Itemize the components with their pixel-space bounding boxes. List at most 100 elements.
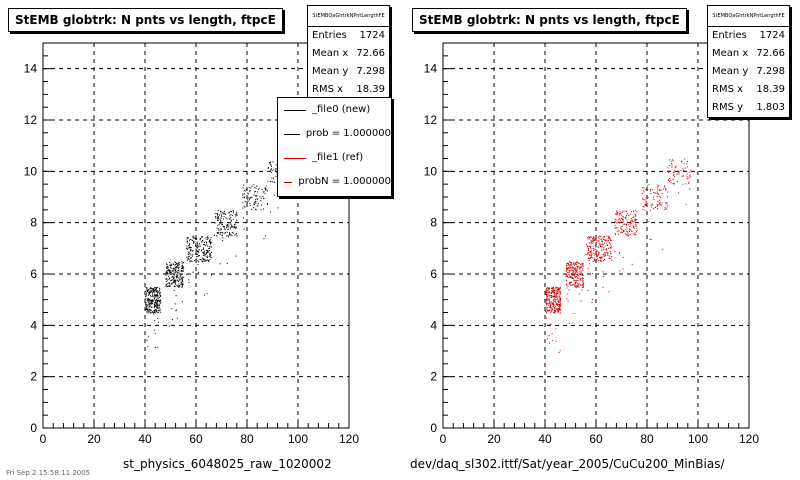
scatter-point xyxy=(206,238,208,240)
scatter-point xyxy=(557,307,559,309)
scatter-point xyxy=(588,260,590,262)
right-plot-title: StEMB globtrk: N pnts vs length, ftpcE xyxy=(412,8,687,32)
scatter-point xyxy=(150,302,152,304)
scatter-point xyxy=(571,284,573,286)
scatter-point xyxy=(617,227,619,229)
scatter-point xyxy=(207,250,209,252)
scatter-point xyxy=(666,196,668,198)
scatter-point xyxy=(622,216,624,218)
y-tick-label: 14 xyxy=(424,62,438,76)
scatter-point xyxy=(154,305,156,307)
scatter-point xyxy=(589,263,591,265)
right-stats-row: Mean x 72.66 xyxy=(708,45,789,63)
scatter-point xyxy=(177,270,179,272)
scatter-point xyxy=(168,285,170,287)
scatter-point xyxy=(593,252,595,254)
scatter-point xyxy=(153,311,155,313)
scatter-point xyxy=(205,237,207,239)
scatter-point xyxy=(172,282,174,284)
scatter-point xyxy=(146,305,148,307)
scatter-point xyxy=(590,250,592,252)
scatter-point xyxy=(151,311,153,313)
scatter-point xyxy=(608,247,610,249)
scatter-point xyxy=(560,309,562,311)
scatter-point xyxy=(547,310,549,312)
scatter-point xyxy=(175,309,177,311)
scatter-point xyxy=(665,189,667,191)
scatter-point xyxy=(590,255,592,257)
scatter-point xyxy=(609,239,611,241)
scatter-point xyxy=(582,279,584,281)
scatter-point xyxy=(621,221,623,223)
scatter-point xyxy=(181,286,183,288)
scatter-point xyxy=(154,294,156,296)
scatter-point xyxy=(187,251,189,253)
scatter-point xyxy=(190,248,192,250)
scatter-point xyxy=(551,309,553,311)
scatter-point xyxy=(202,248,204,250)
scatter-point xyxy=(548,291,550,293)
scatter-point xyxy=(166,270,168,272)
scatter-point xyxy=(556,302,558,304)
scatter-point xyxy=(689,176,691,178)
scatter-point xyxy=(205,256,207,258)
scatter-point xyxy=(665,188,667,190)
scatter-point xyxy=(657,186,659,188)
scatter-point xyxy=(615,227,617,229)
scatter-point xyxy=(595,251,597,253)
scatter-point xyxy=(603,255,605,257)
scatter-point xyxy=(217,217,219,219)
scatter-point xyxy=(568,283,570,285)
scatter-point xyxy=(551,333,553,335)
scatter-point xyxy=(197,264,199,266)
scatter-point xyxy=(594,248,596,250)
scatter-point xyxy=(568,323,570,325)
scatter-point xyxy=(582,268,584,270)
scatter-point xyxy=(646,201,648,203)
scatter-point xyxy=(553,291,555,293)
scatter-point xyxy=(175,268,177,270)
scatter-point xyxy=(148,299,150,301)
scatter-point xyxy=(582,274,584,276)
scatter-point xyxy=(269,170,271,172)
scatter-point xyxy=(175,277,177,279)
scatter-point xyxy=(593,239,595,241)
scatter-point xyxy=(147,310,149,312)
scatter-point xyxy=(578,286,580,288)
legend-entry: prob = 1.000000 xyxy=(278,122,391,146)
scatter-point xyxy=(595,260,597,262)
scatter-point xyxy=(557,301,559,303)
scatter-point xyxy=(169,272,171,274)
scatter-point xyxy=(218,224,220,226)
scatter-point xyxy=(550,311,552,313)
y-tick-label: 2 xyxy=(30,370,37,384)
scatter-point xyxy=(554,295,556,297)
scatter-point xyxy=(629,213,631,215)
scatter-point xyxy=(146,299,148,301)
scatter-point xyxy=(173,267,175,269)
scatter-point xyxy=(547,306,549,308)
scatter-point xyxy=(636,218,638,220)
scatter-point xyxy=(573,270,575,272)
scatter-point xyxy=(244,201,246,203)
scatter-point xyxy=(575,286,577,288)
scatter-point xyxy=(269,162,271,164)
scatter-point xyxy=(155,289,157,291)
scatter-point xyxy=(625,223,627,225)
scatter-point xyxy=(168,279,170,281)
scatter-point xyxy=(667,179,669,181)
scatter-point xyxy=(546,317,548,319)
scatter-point xyxy=(176,317,178,319)
scatter-point xyxy=(600,257,602,259)
scatter-point xyxy=(619,221,621,223)
y-tick-label: 0 xyxy=(30,421,37,435)
scatter-point xyxy=(196,249,198,251)
scatter-point xyxy=(256,195,258,197)
scatter-point xyxy=(684,167,686,169)
scatter-point xyxy=(555,340,557,342)
scatter-point xyxy=(548,287,550,289)
scatter-point xyxy=(607,238,609,240)
scatter-point xyxy=(186,237,188,239)
scatter-point xyxy=(622,231,624,233)
scatter-point xyxy=(210,274,212,276)
